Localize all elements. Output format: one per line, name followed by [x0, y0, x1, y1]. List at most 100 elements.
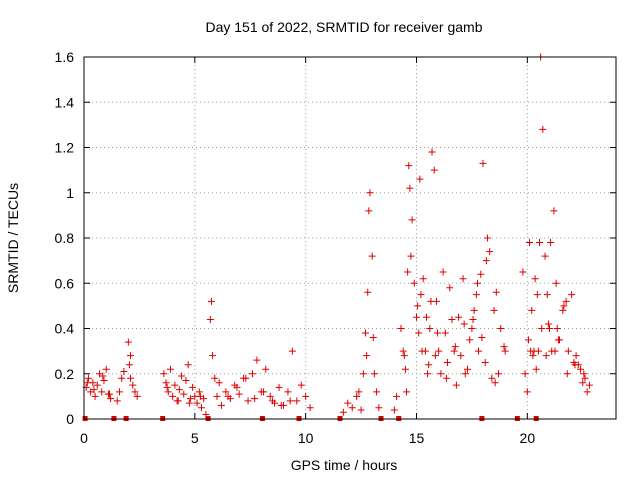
data-point: [555, 336, 563, 344]
data-point: [478, 334, 486, 342]
data-point: [455, 313, 463, 321]
data-point: [253, 356, 261, 364]
data-point: [370, 370, 378, 378]
data-point: [523, 388, 531, 396]
data-point: [531, 275, 539, 283]
data-point: [551, 347, 559, 355]
data-point: [251, 395, 259, 403]
data-point: [365, 207, 373, 215]
data-point: [169, 392, 177, 400]
data-point: [302, 392, 310, 400]
data-point: [441, 329, 449, 337]
data-point: [416, 175, 424, 183]
data-point: [363, 352, 371, 360]
data-point: [207, 297, 215, 305]
data-point: [568, 291, 576, 299]
data-point: [418, 347, 426, 355]
data-point: [162, 379, 170, 387]
data-point: [405, 162, 413, 170]
y-tick-label: 0: [66, 411, 74, 427]
data-point: [178, 372, 186, 380]
data-point: [533, 291, 541, 299]
data-point: [390, 406, 398, 414]
data-point: [262, 365, 270, 373]
data-point: [413, 313, 420, 321]
data-point: [217, 401, 225, 409]
data-point: [286, 397, 294, 405]
data-point: [211, 374, 219, 382]
data-point: [501, 347, 509, 355]
data-point: [521, 370, 529, 378]
data-point: [419, 275, 427, 283]
data-point: [197, 404, 205, 412]
data-point: [401, 365, 409, 373]
data-point: [362, 329, 370, 337]
data-point: [275, 383, 283, 391]
y-tick-label: 0.2: [55, 366, 75, 382]
data-point: [366, 189, 374, 197]
data-point: [552, 279, 560, 287]
data-point: [473, 279, 481, 287]
data-point: [475, 347, 483, 355]
data-point: [364, 288, 372, 296]
data-point: [536, 239, 544, 247]
x-tick-label: 5: [191, 430, 199, 446]
data-point: [404, 268, 412, 276]
data-point: [120, 367, 128, 375]
data-point: [127, 374, 135, 382]
data-point: [446, 284, 454, 292]
data-point: [469, 315, 477, 323]
data-point: [189, 383, 197, 391]
y-axis-label: SRMTID / TECUs: [5, 183, 21, 293]
data-point: [182, 377, 190, 385]
data-point: [185, 399, 193, 407]
data-point: [415, 329, 423, 337]
data-point: [543, 291, 551, 299]
data-point: [580, 370, 588, 378]
data-point: [113, 397, 121, 405]
data-point: [500, 343, 508, 351]
data-point: [547, 239, 555, 247]
data-point: [248, 370, 256, 378]
data-point: [426, 325, 434, 332]
data-point: [397, 325, 405, 332]
data-point: [98, 388, 106, 396]
data-point: [186, 395, 194, 403]
data-point: [107, 395, 115, 403]
data-point: [90, 386, 98, 394]
data-point: [492, 288, 500, 296]
x-tick-label: 10: [298, 430, 314, 446]
data-point: [468, 325, 476, 332]
data-point: [563, 370, 571, 378]
y-tick-label: 0.8: [55, 230, 75, 246]
data-point: [344, 399, 352, 407]
data-point: [235, 390, 243, 398]
data-point: [99, 372, 107, 380]
data-point: [550, 207, 558, 215]
data-point: [288, 347, 296, 355]
data-point: [483, 234, 491, 242]
data-point: [564, 347, 572, 355]
data-point: [527, 347, 535, 355]
data-point: [417, 291, 425, 299]
data-point: [359, 370, 367, 378]
data-point: [160, 370, 168, 378]
data-point: [133, 392, 141, 400]
data-point: [529, 352, 537, 360]
data-point: [572, 352, 580, 360]
x-tick-label: 20: [520, 430, 536, 446]
data-point: [544, 320, 552, 328]
data-point: [524, 336, 532, 344]
data-point: [491, 379, 499, 387]
data-point: [461, 370, 469, 378]
data-point: [571, 361, 579, 369]
data-point: [579, 379, 587, 387]
x-axis-label: GPS time / hours: [291, 457, 398, 473]
data-point: [175, 386, 183, 394]
data-point: [577, 365, 585, 373]
data-point: [339, 408, 347, 416]
data-point: [444, 358, 452, 366]
data-point: [497, 325, 505, 332]
data-point: [488, 374, 496, 382]
